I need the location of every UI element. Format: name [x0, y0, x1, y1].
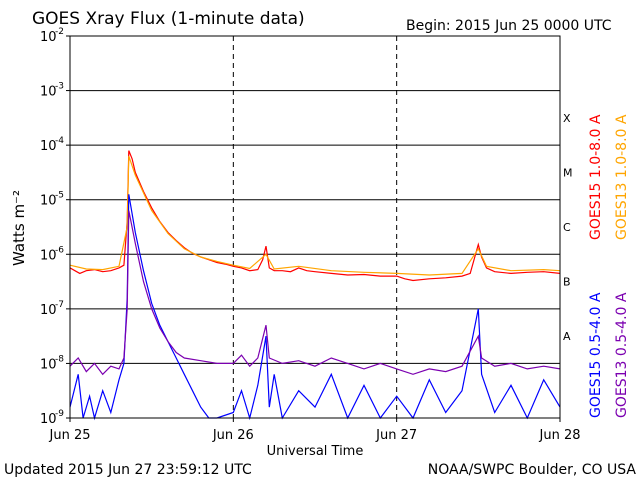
y-tick-exponent-2: -4 — [55, 136, 64, 146]
chart-title: GOES Xray Flux (1-minute data) — [32, 9, 305, 29]
flare-class-a: A — [563, 330, 571, 343]
flare-class-x: X — [563, 112, 571, 125]
updated-label: Updated 2015 Jun 27 23:59:12 UTC — [4, 462, 252, 478]
legend-entry-3: GOES13 0.5-4.0 A — [614, 292, 630, 418]
x-tick-label-2: Jun 27 — [375, 428, 417, 443]
plot-background — [70, 36, 560, 418]
y-tick-exponent-4: -6 — [55, 245, 64, 255]
series-line-1 — [69, 155, 561, 276]
legend: GOES15 1.0-8.0 A GOES13 1.0-8.0 A GOES15 0… — [588, 114, 630, 418]
x-tick-label-0: Jun 25 — [49, 428, 91, 443]
flare-class-c: C — [563, 221, 571, 234]
legend-entry-1: GOES13 1.0-8.0 A — [614, 114, 630, 240]
y-tick-label-7: 10 — [40, 412, 57, 427]
y-tick-label-5: 10 — [40, 303, 57, 318]
y-tick-exponent-1: -3 — [55, 82, 64, 92]
flare-class-b: B — [563, 276, 571, 289]
legend-entry-2: GOES15 0.5-4.0 A — [588, 292, 604, 418]
legend-entry-0: GOES15 1.0-8.0 A — [588, 114, 604, 240]
y-tick-exponent-6: -8 — [55, 354, 64, 364]
x-axis-title: Universal Time — [267, 444, 364, 459]
day-separators — [232, 36, 398, 418]
flare-class-labels: X M C B A — [563, 112, 573, 343]
series-line-3 — [69, 210, 561, 376]
y-axis-title: Watts m⁻² — [10, 190, 28, 266]
y-tick-label-1: 10 — [40, 85, 57, 100]
plot-area — [69, 35, 561, 421]
y-axis: 10-210-310-410-510-610-710-810-9 — [40, 27, 70, 427]
x-tick-label-1: Jun 26 — [212, 428, 254, 443]
y-tick-exponent-0: -2 — [55, 27, 64, 37]
x-axis: Jun 25 Jun 26 Jun 27 Jun 28 — [49, 418, 581, 443]
series-line-2 — [69, 194, 561, 421]
plot-frame — [69, 35, 561, 419]
y-tick-label-4: 10 — [40, 248, 57, 263]
y-tick-label-6: 10 — [40, 357, 57, 372]
series-layer — [69, 150, 561, 421]
flare-class-m: M — [563, 166, 573, 179]
x-tick-label-3: Jun 28 — [539, 428, 581, 443]
y-tick-label-0: 10 — [40, 30, 57, 45]
y-tick-label-3: 10 — [40, 194, 57, 209]
y-tick-exponent-7: -9 — [55, 409, 64, 419]
begin-label: Begin: 2015 Jun 25 0000 UTC — [406, 18, 612, 34]
y-tick-exponent-3: -5 — [55, 191, 64, 201]
y-tick-label-2: 10 — [40, 139, 57, 154]
credit-label: NOAA/SWPC Boulder, CO USA — [428, 462, 637, 478]
y-tick-exponent-5: -7 — [55, 300, 64, 310]
